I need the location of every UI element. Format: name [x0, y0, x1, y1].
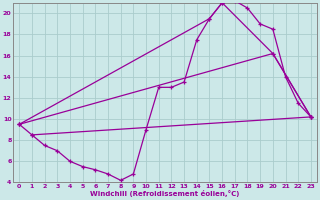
- X-axis label: Windchill (Refroidissement éolien,°C): Windchill (Refroidissement éolien,°C): [90, 190, 240, 197]
